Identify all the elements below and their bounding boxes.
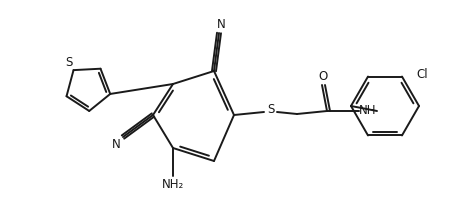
Text: S: S [267, 103, 274, 116]
Text: Cl: Cl [415, 68, 427, 81]
Text: N: N [216, 17, 225, 30]
Text: NH: NH [358, 105, 376, 118]
Text: NH₂: NH₂ [162, 177, 184, 191]
Text: S: S [65, 56, 72, 69]
Text: N: N [112, 139, 120, 152]
Text: O: O [318, 69, 327, 82]
